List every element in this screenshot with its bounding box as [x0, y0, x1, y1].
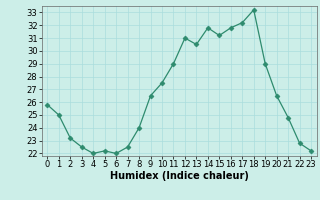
X-axis label: Humidex (Indice chaleur): Humidex (Indice chaleur): [110, 171, 249, 181]
